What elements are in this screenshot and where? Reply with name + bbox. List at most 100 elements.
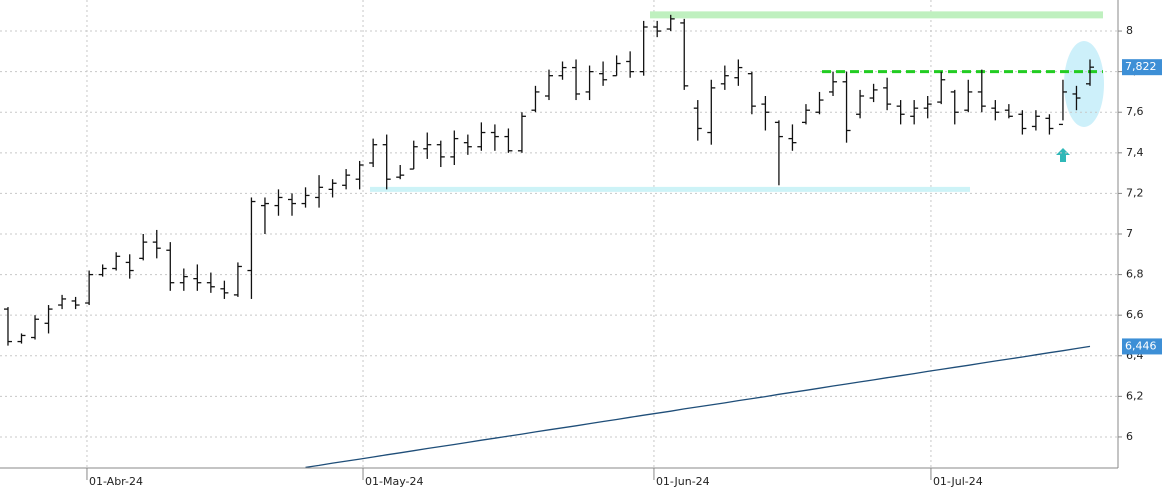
ohlc-bar — [761, 95, 770, 131]
ohlc-bar — [747, 71, 756, 115]
ohlc-bar — [17, 333, 26, 344]
price-label-box — [1122, 338, 1162, 355]
ohlc-bar — [639, 20, 648, 76]
ohlc-bar — [125, 254, 134, 279]
ohlc-bar — [3, 307, 12, 346]
ohlc-bar — [910, 100, 919, 125]
ohlc-bar — [58, 294, 67, 310]
ohlc-bar — [1086, 59, 1095, 86]
ohlc-bar — [274, 189, 283, 216]
price-label: 7,822 — [1125, 60, 1157, 73]
ohlc-bar — [409, 140, 418, 170]
ohlc-bar — [369, 138, 378, 168]
ohlc-bar — [315, 175, 324, 208]
ohlc-bar — [585, 65, 594, 101]
ohlc-bar — [734, 59, 743, 86]
ohlc-bar — [612, 55, 621, 77]
ohlc-bar — [139, 234, 148, 261]
ohlc-bar — [301, 187, 310, 208]
ohlc-bar — [856, 89, 865, 119]
ohlc-bar — [436, 140, 445, 168]
highlight-ellipse — [1064, 41, 1104, 127]
ohlc-bar — [152, 229, 161, 259]
ohlc-bar — [31, 315, 40, 340]
ohlc-bar — [382, 134, 391, 190]
ohlc-bar — [883, 77, 892, 111]
ohlc-bar — [666, 14, 675, 32]
ohlc-bar — [328, 179, 337, 198]
y-tick-label: 7,6 — [1126, 105, 1144, 118]
ohlc-bar — [788, 124, 797, 151]
ohlc-bar — [599, 61, 608, 86]
ohlc-bar — [423, 132, 432, 159]
ohlc-bar — [626, 51, 635, 78]
ohlc-bar — [774, 120, 783, 186]
ohlc-bar — [179, 268, 188, 291]
ohlc-bar — [463, 134, 472, 155]
y-tick-label: 7,2 — [1126, 186, 1144, 199]
ohlc-bar — [71, 296, 80, 310]
price-label: 6,446 — [1125, 339, 1157, 352]
y-tick-label: 8 — [1126, 24, 1133, 37]
ohlc-bar — [801, 104, 810, 125]
ohlc-bar — [233, 262, 242, 297]
ohlc-bar — [923, 95, 932, 119]
ohlc-bar — [707, 79, 716, 145]
ohlc-bar — [531, 85, 540, 113]
ohlc-bar — [1004, 104, 1013, 119]
ohlc-bar — [342, 169, 351, 190]
ohlc-bar — [396, 164, 405, 180]
ohlc-bar — [896, 100, 905, 125]
y-tick-label: 6 — [1126, 430, 1133, 443]
y-tick-label: 6,6 — [1126, 308, 1144, 321]
ohlc-bar — [490, 124, 499, 151]
ohlc-bar — [288, 193, 297, 216]
ohlc-bar — [112, 252, 121, 271]
ohlc-bar — [1031, 110, 1040, 131]
ohlc-bar — [950, 89, 959, 125]
ohlc-bar — [1058, 79, 1067, 126]
ohlc-bar — [166, 242, 175, 291]
ohlc-bar — [991, 100, 1000, 121]
ohlc-bar — [842, 71, 851, 143]
ohlc-bar — [193, 264, 202, 291]
ohlc-bar — [1018, 110, 1027, 135]
y-tick-label: 6,2 — [1126, 389, 1144, 402]
ohlc-bar — [44, 305, 53, 334]
x-tick-label: 01-May-24 — [365, 475, 423, 488]
ohlc-bar — [504, 128, 513, 153]
y-tick-label: 6,8 — [1126, 268, 1144, 281]
y-tick-label: 7,4 — [1126, 146, 1144, 159]
ohlc-bar — [544, 69, 553, 101]
x-tick-label: 01-Jun-24 — [656, 475, 710, 488]
ohlc-bar — [1045, 114, 1054, 135]
ohlc-bar — [558, 61, 567, 80]
ohlc-bar — [450, 130, 459, 165]
ohlc-bar — [260, 197, 269, 234]
ohlc-bar — [653, 20, 662, 38]
y-tick-label: 7 — [1126, 227, 1133, 240]
moving-average-line — [305, 345, 1091, 469]
ohlc-bar — [206, 272, 215, 293]
x-tick-label: 01-Jul-24 — [933, 475, 983, 488]
price-label-box — [1122, 59, 1162, 76]
ohlc-bar — [815, 91, 824, 115]
ohlc-bar — [964, 79, 973, 113]
up-arrow — [1056, 148, 1070, 162]
ohlc-bar — [355, 160, 364, 190]
ohlc-bar — [220, 280, 229, 299]
ohlc-bar — [477, 122, 486, 151]
ohlc-bar — [869, 83, 878, 103]
ohlc-bar — [517, 112, 526, 153]
ohlc-bar — [693, 100, 702, 141]
ohlc-bar — [1072, 85, 1081, 111]
ohlc-bar — [680, 18, 689, 90]
ohlc-bar — [247, 197, 256, 299]
ohlc-bar — [572, 59, 581, 101]
x-tick-label: 01-Abr-24 — [89, 475, 143, 488]
ohlc-bar — [977, 69, 986, 113]
ohlc-bar — [85, 270, 94, 306]
ohlc-bar — [98, 264, 107, 277]
